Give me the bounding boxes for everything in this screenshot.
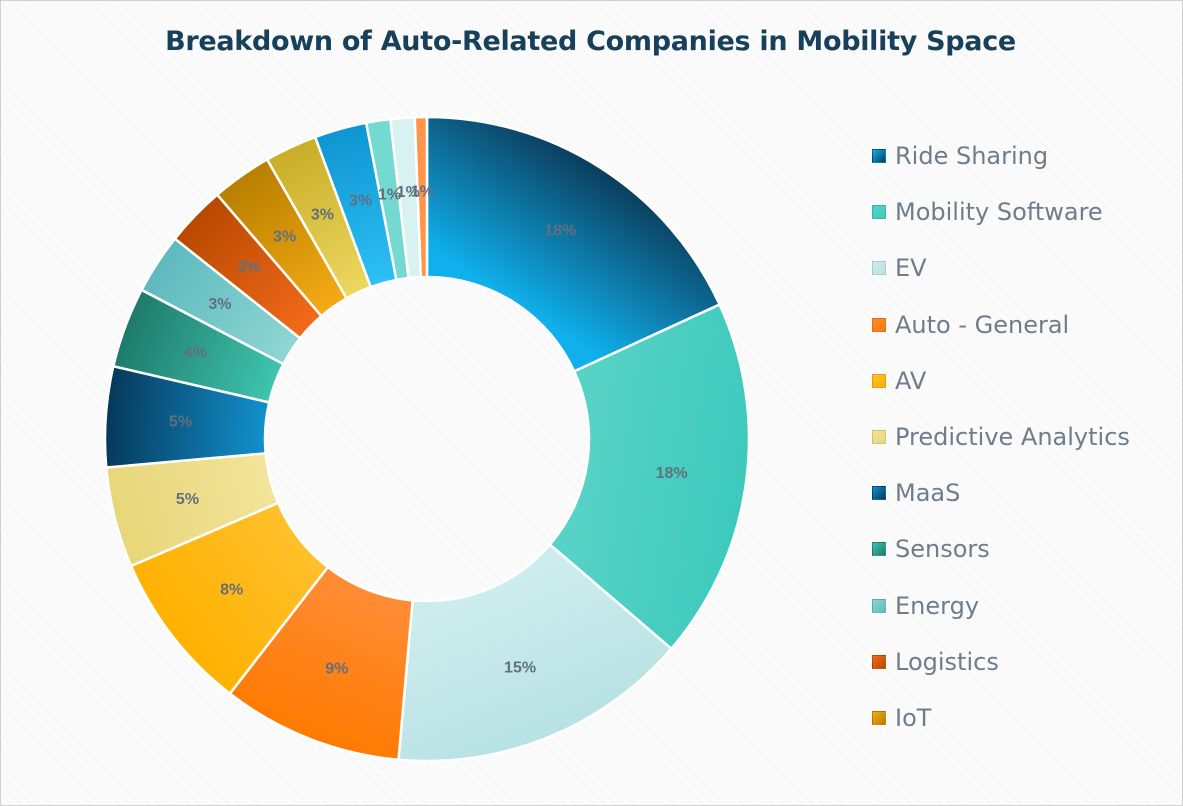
slice-auto-general-15 (413, 115, 429, 279)
legend-label: Mobility Software (895, 198, 1103, 227)
legend-item-predictive-analytics: Predictive Analytics (872, 409, 1172, 465)
legend-label: Energy (895, 591, 980, 620)
slice-label-10: 3% (273, 229, 296, 246)
slice-label-15: 1% (411, 184, 434, 201)
legend-item-energy: Energy (872, 578, 1172, 634)
legend-label: Auto - General (895, 310, 1070, 339)
slice-label-2: 15% (504, 659, 536, 676)
slice-label-5: 5% (176, 491, 199, 508)
chart-title: Breakdown of Auto-Related Companies in M… (165, 26, 1016, 57)
legend-swatch (872, 598, 886, 613)
slice-labels: 18%18%15%9%8%5%5%4%3%3%3%3%3% 1%1%1% (169, 184, 688, 678)
legend-item-sensors: Sensors (872, 521, 1172, 577)
legend-swatch (872, 486, 886, 501)
slice-label-13: 1% (378, 186, 401, 203)
legend-label: MaaS (895, 479, 961, 508)
slice-label-9: 3% (237, 259, 260, 276)
legend-item-logistics: Logistics (872, 634, 1172, 690)
legend-item-ride-sharing: Ride Sharing (872, 128, 1172, 184)
slice-label-14: 1% (397, 184, 420, 201)
slice-label-1: 18% (656, 465, 688, 482)
donut-slices (103, 115, 751, 763)
legend-swatch (872, 261, 886, 276)
slice-label-11: 3% (311, 207, 334, 224)
legend-label: Logistics (895, 647, 999, 676)
slice-label-7: 4% (184, 345, 207, 362)
legend-swatch (872, 317, 886, 332)
legend-swatch (872, 205, 886, 220)
slice-label-6: 5% (169, 413, 192, 430)
legend-swatch (872, 710, 886, 725)
legend-label: Predictive Analytics (895, 423, 1130, 452)
legend-item-ev: EV (872, 240, 1172, 296)
legend-label: IoT (895, 703, 932, 732)
legend-swatch (872, 654, 886, 669)
slice-label-4: 8% (220, 582, 243, 599)
legend-item-iot: IoT (872, 690, 1172, 746)
slice-label-12: 3% (349, 193, 372, 210)
slice-mobility-software-1 (548, 302, 751, 651)
legend: Ride Sharing Mobility Software EV Auto - Ge… (872, 128, 1172, 746)
legend-item-auto-general: Auto - General (872, 297, 1172, 353)
slice-ev-2 (397, 542, 674, 763)
slice-label-0: 18% (544, 223, 576, 240)
slice-ride-sharing-0 (425, 115, 722, 374)
legend-label: Ride Sharing (895, 142, 1049, 171)
legend-label: EV (895, 254, 927, 283)
legend-item-maas: MaaS (872, 465, 1172, 521)
legend-label: AV (895, 366, 927, 395)
legend-swatch (872, 149, 886, 164)
legend-swatch (872, 373, 886, 388)
legend-item-mobility-software: Mobility Software (872, 184, 1172, 240)
slice-label-8: 3% (208, 296, 231, 313)
legend-item-av: AV (872, 353, 1172, 409)
legend-label: Sensors (895, 535, 990, 564)
legend-swatch (872, 430, 886, 445)
legend-swatch (872, 542, 886, 557)
slice-label-3: 9% (325, 660, 348, 677)
